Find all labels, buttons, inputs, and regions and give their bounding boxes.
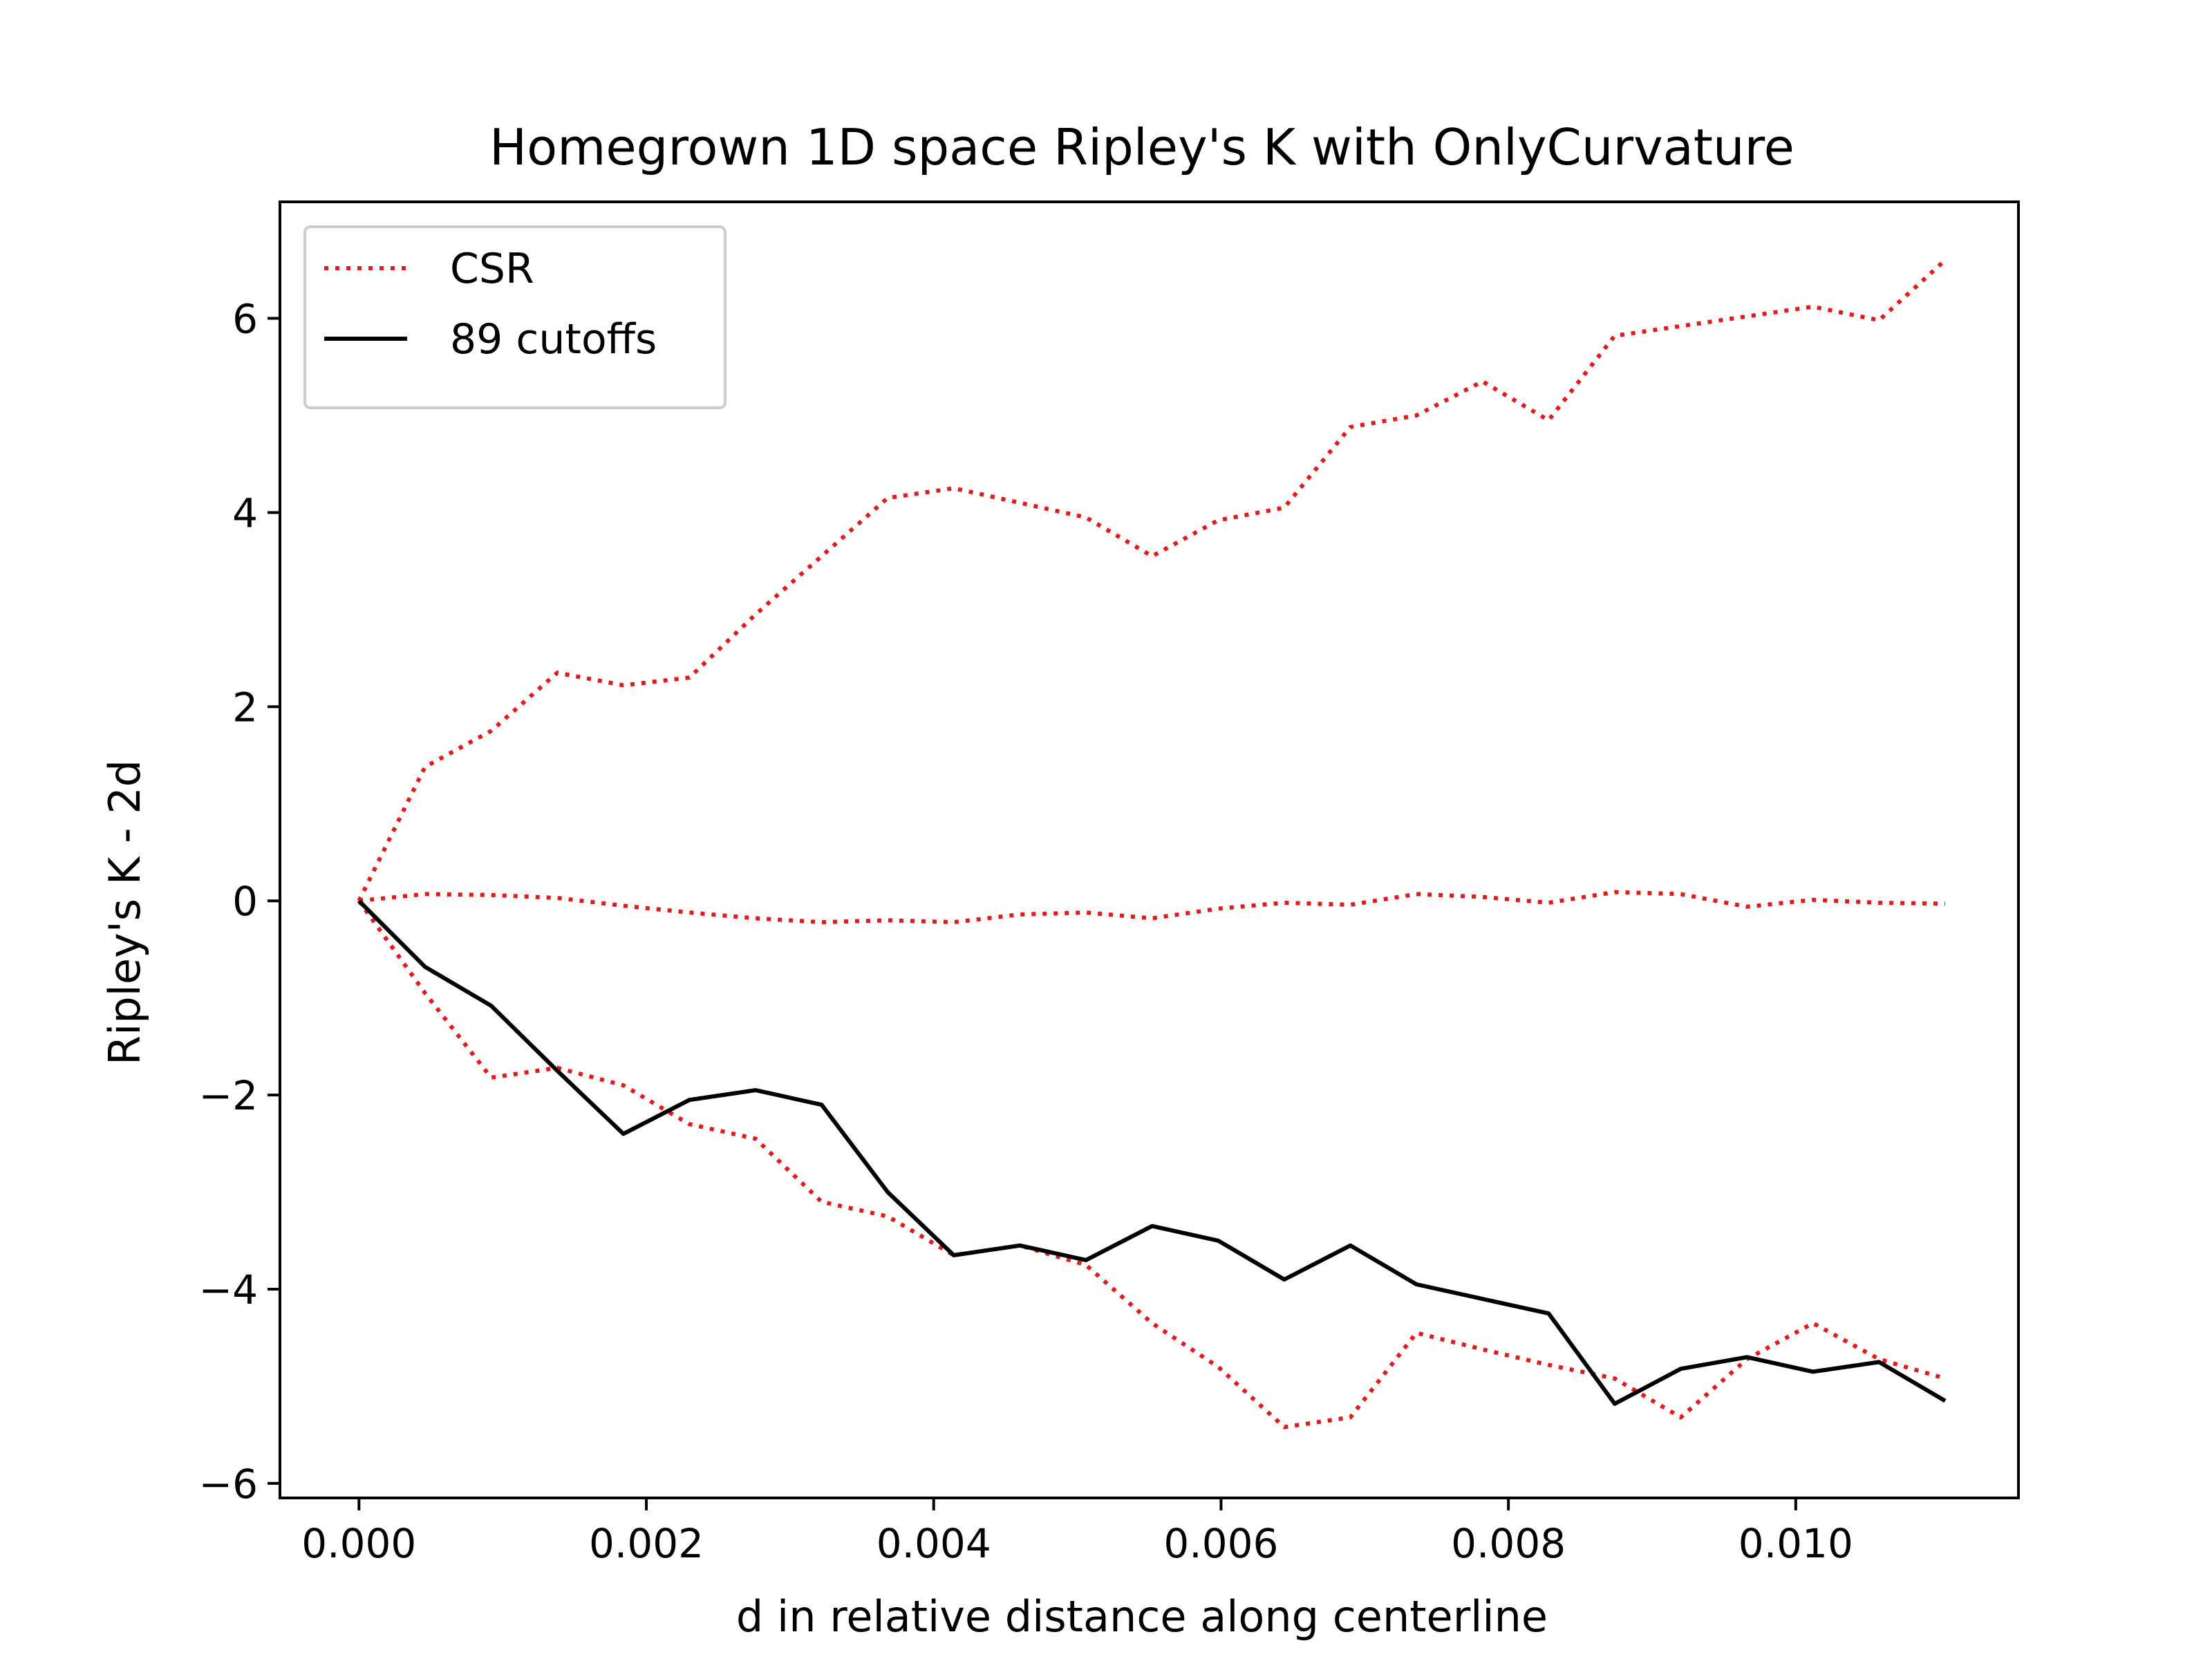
y-axis-label: Ripley's K - 2d	[100, 760, 150, 1065]
plot-frame	[279, 200, 2020, 1499]
legend-label: CSR	[450, 245, 534, 293]
y-tick-label: 2	[232, 684, 258, 731]
x-tick-label: 0.002	[589, 1520, 704, 1567]
series-line-csr	[357, 259, 1947, 902]
series-line-csr-envelope-2	[357, 899, 1946, 1430]
y-tick-label: 4	[232, 489, 258, 536]
y-tick-label: 0	[232, 878, 258, 925]
y-tick-label: −4	[199, 1266, 259, 1313]
x-tick-label: 0.004	[877, 1520, 991, 1567]
series-line-89-cutoffs	[357, 899, 1947, 1406]
x-tick-label: 0.000	[301, 1520, 416, 1567]
series-line-csr-envelope-1	[358, 890, 1946, 925]
x-tick-label: 0.006	[1163, 1520, 1278, 1567]
chart-title: Homegrown 1D space Ripley's K with OnlyC…	[489, 118, 1794, 176]
y-tick-label: −2	[199, 1072, 259, 1119]
x-axis-label: d in relative distance along centerline	[736, 1591, 1548, 1642]
x-tick-label: 0.010	[1738, 1520, 1853, 1567]
x-tick-label: 0.008	[1451, 1520, 1566, 1567]
axes: 0.000 0.002 0.004 0.006 0.008 0.010 −6 −4 −2 0 2 4 6	[199, 200, 2020, 1567]
plot-area	[357, 259, 1947, 1430]
legend: CSR 89 cutoffs	[303, 225, 727, 409]
legend-label: 89 cutoffs	[450, 315, 657, 364]
legend-box	[303, 225, 727, 409]
y-tick-label: −6	[199, 1461, 259, 1508]
y-tick-label: 6	[232, 296, 258, 343]
